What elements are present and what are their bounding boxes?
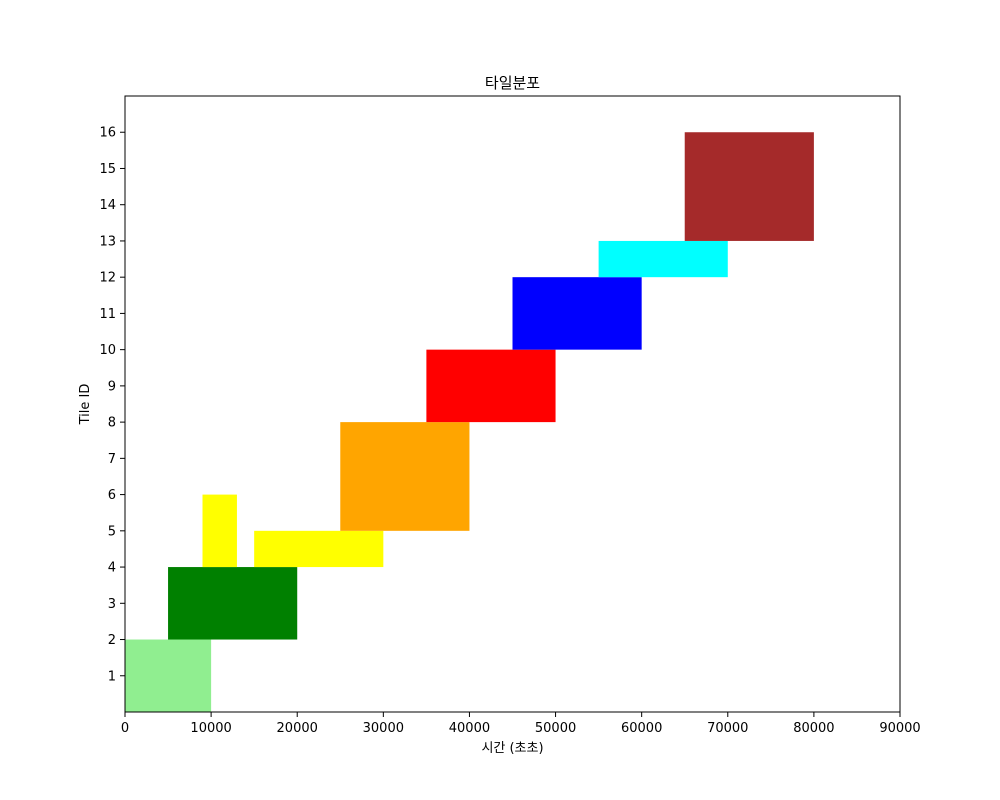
y-tick-label: 5 [108,524,116,539]
tile-bar [202,494,237,568]
y-tick-label: 13 [99,234,116,249]
tile-bar [340,422,470,531]
y-tick-label: 16 [99,126,116,141]
y-tick-label: 2 [108,633,116,648]
y-tick-label: 4 [108,561,116,576]
tile-bar [426,349,556,423]
x-tick-label: 40000 [449,721,490,736]
y-tick-label: 3 [108,597,116,612]
y-tick-label: 1 [108,669,116,684]
y-axis-label: Tile ID [78,384,93,426]
x-tick-label: 90000 [879,721,920,736]
tile-bar [598,240,728,278]
x-tick-label: 10000 [190,721,231,736]
x-axis-ticks: 0 10000 20000 30000 40000 50000 60000 70000 8000… [121,712,921,736]
x-tick-label: 50000 [535,721,576,736]
tile-bar [254,530,384,568]
y-tick-label: 6 [108,488,116,503]
y-tick-label: 14 [99,198,116,213]
plot-frame [124,95,901,713]
y-tick-label: 15 [99,162,116,177]
tile-bar [684,132,814,241]
x-tick-label: 80000 [793,721,834,736]
y-tick-label: 12 [99,271,116,286]
tile-bar [512,277,642,350]
bars-layer [125,132,814,712]
y-tick-label: 8 [108,416,116,431]
x-tick-label: 0 [121,721,129,736]
y-tick-label: 9 [108,379,116,394]
x-axis-label: 시간 (초초) [481,741,543,756]
y-tick-label: 11 [99,307,116,322]
y-tick-label: 10 [99,343,116,358]
x-tick-label: 30000 [363,721,404,736]
tile-bar [168,567,298,640]
y-tick-label: 7 [108,452,116,467]
x-tick-label: 60000 [621,721,662,736]
x-tick-label: 70000 [707,721,748,736]
x-tick-label: 20000 [277,721,318,736]
chart-title: 타일분포 [485,74,540,92]
tile-bar [125,639,212,712]
